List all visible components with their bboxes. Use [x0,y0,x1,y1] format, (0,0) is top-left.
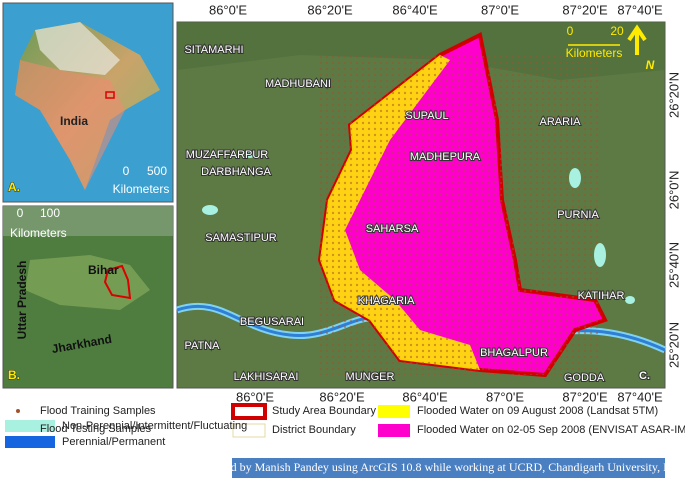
longitude-label: 87°0'E [486,389,524,404]
latitude-label: 25°20'N [666,322,681,368]
scale-tick: 0 [17,206,24,220]
longitude-label: 87°40'E [617,389,663,404]
region-label: Uttar Pradesh [15,261,29,340]
scale-tick: 500 [147,164,167,178]
longitude-label: 86°0'E [209,2,247,17]
latitude-label: 26°20'N [666,72,681,118]
district-label: KATIHAR [578,290,625,302]
legend-item: Study Area Boundary [272,405,376,417]
scale-tick: 0 [567,24,574,38]
credit: Author: Created by Manish Pandey using A… [159,460,685,474]
legend-symbols [5,403,665,478]
district-label: MUZAFFARPUR [186,149,269,161]
inset-india [2,2,174,203]
legend-item: Non-Perennial/Intermittent/Fluctuating [62,420,247,432]
panel-label: B. [8,368,20,382]
legend-item: District Boundary [272,424,356,436]
panel-label: A. [8,180,20,194]
district-label: MUNGER [346,371,395,383]
longitude-label: 86°20'E [307,2,353,17]
district-label: MADHEPURA [410,151,481,163]
district-label: SITAMARHI [184,44,243,56]
district-label: SAMASTIPUR [205,232,277,244]
district-label: LAKHISARAI [234,371,299,383]
latitude-label: 25°40'N [666,242,681,288]
panel-label: C. [639,370,650,382]
district-label: MADHUBANI [265,78,331,90]
scale-tick: 0 [123,164,130,178]
legend-item: Flood Training Samples [40,405,156,417]
district-label: KHAGARIA [358,295,416,307]
district-label: ARARIA [540,116,582,128]
longitude-label: 86°20'E [319,389,365,404]
non-perennial-water [202,152,635,304]
district-label: PURNIA [557,209,599,221]
legend-item: Flooded Water on 09 August 2008 (Landsat… [417,405,658,417]
scale-tick: 20 [610,24,624,38]
longitude-label: 86°40'E [392,2,438,17]
inset-bihar [2,205,174,389]
latitude-label: 26°0'N [666,171,681,210]
scale-unit: Kilometers [566,46,623,60]
district-label: PATNA [184,340,220,352]
legend-item: Flood Testing Samples [40,423,152,435]
district-label: BEGUSARAI [240,316,304,328]
main-map [175,21,667,389]
north-arrow: N [646,58,655,72]
longitude-label: 86°40'E [402,389,448,404]
scale-unit: Kilometers [113,182,170,196]
longitude-label: 87°0'E [481,2,519,17]
region-label: Bihar [88,263,119,277]
district-label: BHAGALPUR [480,347,548,359]
inset-label: India [60,114,88,128]
scale-unit: Kilometers [10,226,67,240]
district-label: GODDA [564,372,605,384]
longitude-label: 86°0'E [236,389,274,404]
longitude-label: 87°20'E [562,389,608,404]
district-label: SAHARSA [366,223,419,235]
legend-item: Flooded Water on 02-05 Sep 2008 (ENVISAT… [417,424,685,436]
longitude-label: 87°40'E [617,2,663,17]
legend-item: Perennial/Permanent [62,436,165,448]
district-label: SUPAUL [405,110,448,122]
district-label: DARBHANGA [201,166,271,178]
longitude-label: 87°20'E [562,2,608,17]
scale-tick: 100 [40,206,60,220]
